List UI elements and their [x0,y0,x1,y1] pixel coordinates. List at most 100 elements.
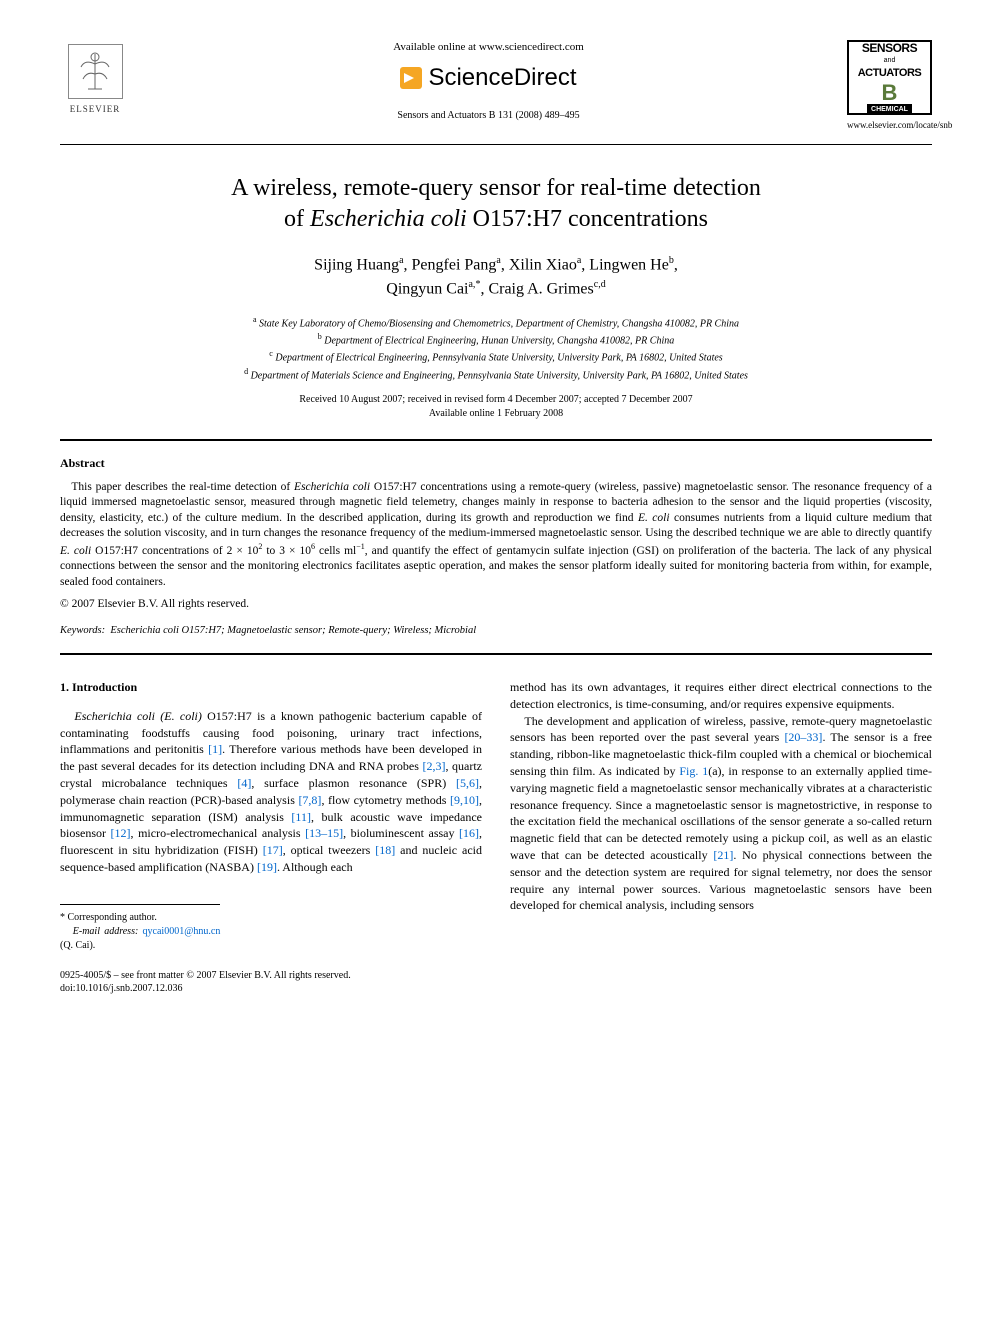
author-3: Xilin Xiao [509,256,577,273]
abstract-exp: −1 [356,542,365,551]
cover-chemical: CHEMICAL [867,104,912,116]
ref-link[interactable]: [4] [237,776,251,790]
ref-link[interactable]: [13–15] [305,826,343,840]
authors: Sijing Huanga, Pengfei Panga, Xilin Xiao… [60,253,932,302]
cover-sensors: SENSORS [862,40,917,57]
journal-cover: SENSORS and ACTUATORS B CHEMICAL www.els… [847,40,932,132]
sciencedirect-icon [400,67,422,89]
author-2-affil: a [496,255,500,266]
page-header: ELSEVIER Available online at www.science… [60,40,932,132]
intro-para-right-2: The development and application of wirel… [510,713,932,915]
elsevier-tree-icon [68,44,123,99]
issn-line: 0925-4005/$ – see front matter © 2007 El… [60,969,932,982]
author-6-affil: c,d [594,279,606,290]
elsevier-label: ELSEVIER [70,103,121,116]
keywords-label: Keywords: [60,625,105,636]
abstract-species: E. coli [60,545,91,557]
author-2: Pengfei Pang [412,256,497,273]
column-right: method has its own advantages, it requir… [510,679,932,953]
rule-top [60,144,932,145]
email-who: (Q. Cai). [60,940,95,951]
ref-link[interactable]: [1] [208,742,222,756]
affil-b-sup: b [318,332,322,341]
ref-link[interactable]: [21] [713,848,733,862]
keywords: Keywords: Escherichia coli O157:H7; Magn… [60,624,932,639]
journal-reference: Sensors and Actuators B 131 (2008) 489–4… [150,109,827,123]
abstract-frag: cells ml [315,545,356,557]
intro-species-abbrev: (E. coli) [155,709,202,723]
author-6: Craig A. Grimes [488,281,593,298]
title-species: Escherichia coli [310,206,467,232]
abstract-frag: O157:H7 concentrations of 2 × 10 [91,545,258,557]
title-line1: A wireless, remote-query sensor for real… [231,175,761,201]
rule-above-abstract [60,439,932,441]
affil-a: State Key Laboratory of Chemo/Biosensing… [259,318,739,329]
intro-frag: . Although each [277,860,353,874]
affil-d: Department of Materials Science and Engi… [251,370,748,381]
rule-below-abstract [60,653,932,655]
doi-line: doi:10.1016/j.snb.2007.12.036 [60,982,932,995]
abstract-heading: Abstract [60,455,932,472]
ref-link[interactable]: [12] [111,826,131,840]
email-link[interactable]: qycai0001@hnu.cn [143,926,221,937]
ref-link[interactable]: [19] [257,860,277,874]
available-date: Available online 1 February 2008 [429,408,563,419]
abstract-section: Abstract This paper describes the real-t… [60,455,932,639]
bottom-meta: 0925-4005/$ – see front matter © 2007 El… [60,969,932,995]
author-3-affil: a [577,255,581,266]
body-columns: 1. Introduction Escherichia coli (E. col… [60,679,932,953]
journal-cover-box: SENSORS and ACTUATORS B CHEMICAL [847,40,932,115]
abstract-frag: This paper describes the real-time detec… [71,481,294,493]
ref-link[interactable]: [18] [375,843,395,857]
ref-link[interactable]: [7,8] [298,793,321,807]
abstract-text: This paper describes the real-time detec… [60,480,932,590]
author-4-affil: b [669,255,674,266]
intro-frag: , bioluminescent assay [343,826,459,840]
intro-paragraph-1: Escherichia coli (E. coli) O157:H7 is a … [60,708,482,876]
affil-a-sup: a [253,315,257,324]
column-left: 1. Introduction Escherichia coli (E. col… [60,679,482,953]
center-header: Available online at www.sciencedirect.co… [130,40,847,123]
intro-species: Escherichia coli [74,709,155,723]
author-1-affil: a [399,255,403,266]
corresponding-author-footer: * Corresponding author. E-mail address: … [60,904,220,953]
author-5: Qingyun Cai [386,281,468,298]
affil-c-sup: c [269,349,273,358]
ref-link[interactable]: [9,10] [450,793,479,807]
ref-link[interactable]: [2,3] [422,759,445,773]
title-line2-prefix: of [284,206,310,232]
article-title: A wireless, remote-query sensor for real… [60,173,932,235]
fig-link[interactable]: Fig. 1 [679,764,708,778]
received-date: Received 10 August 2007; received in rev… [299,394,692,405]
author-1: Sijing Huang [314,256,399,273]
section-1-heading: 1. Introduction [60,679,482,696]
abstract-species: Escherichia coli [294,481,370,493]
intro-frag: , surface plasmon resonance (SPR) [251,776,456,790]
author-5-star: * [475,279,480,290]
intro-frag: , flow cytometry methods [321,793,450,807]
sciencedirect-logo: ScienceDirect [150,61,827,95]
affil-d-sup: d [244,367,248,376]
corr-label: * Corresponding author. [60,911,220,925]
copyright: © 2007 Elsevier B.V. All rights reserved… [60,596,932,612]
available-online-text: Available online at www.sciencedirect.co… [150,40,827,55]
cover-and: and [884,56,896,66]
corr-email-line: E-mail address: qycai0001@hnu.cn (Q. Cai… [60,925,220,953]
ref-link[interactable]: [5,6] [456,776,479,790]
ref-link[interactable]: [17] [263,843,283,857]
ref-link[interactable]: [11] [291,810,311,824]
abstract-species: E. coli [638,512,670,524]
elsevier-logo: ELSEVIER [60,40,130,120]
intro-para-right-1: method has its own advantages, it requir… [510,679,932,713]
author-4: Lingwen He [589,256,669,273]
journal-url: www.elsevier.com/locate/snb [847,119,932,132]
email-label: E-mail address: [73,926,139,937]
sciencedirect-text: ScienceDirect [428,61,576,95]
keywords-text: Escherichia coli O157:H7; Magnetoelastic… [108,625,476,636]
ref-link[interactable]: [20–33] [784,730,822,744]
article-dates: Received 10 August 2007; received in rev… [60,393,932,421]
ref-link[interactable]: [16] [459,826,479,840]
intro-frag: , micro-electromechanical analysis [131,826,306,840]
affil-c: Department of Electrical Engineering, Pe… [275,353,722,364]
abstract-frag: to 3 × 10 [262,545,311,557]
